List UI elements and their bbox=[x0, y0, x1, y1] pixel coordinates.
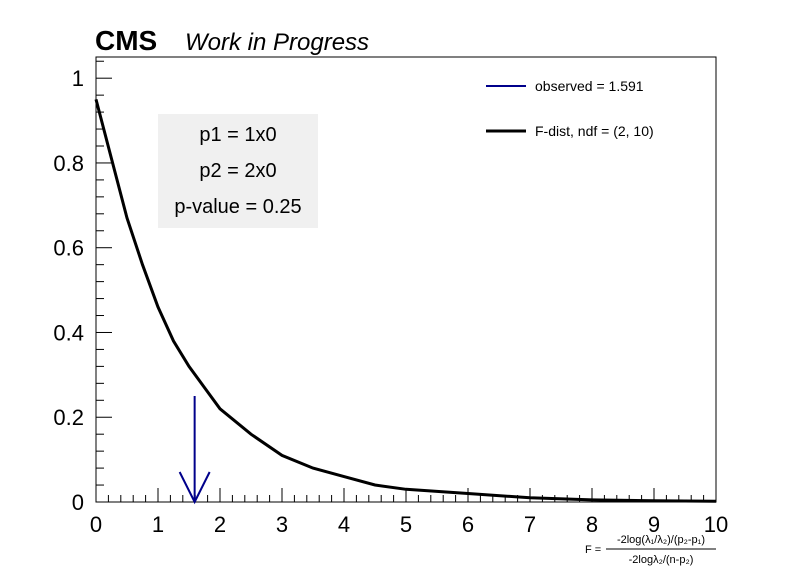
y-tick-label: 0 bbox=[72, 490, 84, 515]
xlabel-denominator: -2logλ₂/(n-p₂) bbox=[629, 554, 694, 566]
y-tick-label: 0.4 bbox=[53, 320, 84, 345]
x-tick-label: 10 bbox=[704, 512, 728, 537]
x-tick-label: 0 bbox=[90, 512, 102, 537]
info-line-p2: p2 = 2x0 bbox=[199, 160, 276, 182]
x-tick-label: 3 bbox=[276, 512, 288, 537]
info-line-p1: p1 = 1x0 bbox=[199, 124, 276, 146]
x-tick-label: 2 bbox=[214, 512, 226, 537]
x-axis-tick-labels: 0 1 2 3 4 5 6 7 8 9 10 bbox=[90, 512, 728, 537]
y-tick-label: 1 bbox=[72, 66, 84, 91]
x-tick-label: 5 bbox=[400, 512, 412, 537]
info-box bbox=[158, 114, 318, 228]
status-label: Work in Progress bbox=[185, 29, 369, 56]
xlabel-numerator: -2log(λ₁/λ₂)/(p₂-p₁) bbox=[617, 534, 705, 546]
xlabel-prefix: F = bbox=[585, 544, 601, 556]
experiment-label: CMS bbox=[95, 25, 157, 56]
x-tick-label: 7 bbox=[524, 512, 536, 537]
observed-marker-arrowhead bbox=[178, 471, 211, 505]
x-tick-label: 6 bbox=[462, 512, 474, 537]
info-line-pvalue: p-value = 0.25 bbox=[174, 196, 301, 218]
legend-fdist-label: F-dist, ndf = (2, 10) bbox=[535, 123, 654, 139]
fdist-series-line bbox=[94, 99, 717, 503]
y-tick-label: 0.8 bbox=[53, 151, 84, 176]
x-tick-label: 8 bbox=[586, 512, 598, 537]
legend-observed-label: observed = 1.591 bbox=[535, 78, 644, 94]
y-tick-label: 0.2 bbox=[53, 405, 84, 430]
y-tick-label: 0.6 bbox=[53, 236, 84, 261]
y-axis-tick-labels: 0 0.2 0.4 0.6 0.8 1 bbox=[53, 66, 84, 515]
x-tick-label: 1 bbox=[152, 512, 164, 537]
x-tick-label: 9 bbox=[648, 512, 660, 537]
x-tick-label: 4 bbox=[338, 512, 350, 537]
y-axis-ticks bbox=[96, 60, 112, 503]
